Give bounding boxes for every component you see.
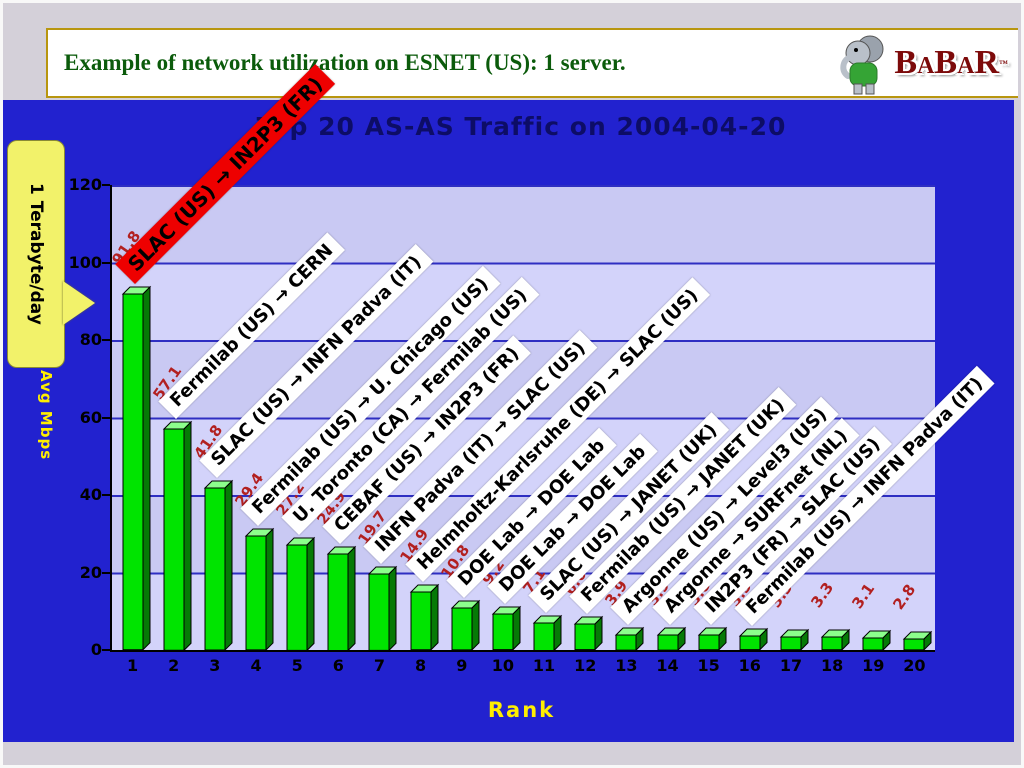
chart-title: Top 20 AS-AS Traffic on 2004-04-20: [256, 112, 787, 141]
y-tick-mark: [102, 184, 110, 186]
y-tick-label: 60: [79, 407, 102, 427]
y-tick-label: 20: [79, 562, 102, 582]
logo-letter: A: [917, 53, 935, 79]
y-tick-mark: [102, 339, 110, 341]
x-tick-label: 1: [126, 656, 139, 675]
x-tick-label: 16: [738, 656, 761, 675]
bar: [903, 630, 933, 652]
y-tick-mark: [102, 261, 110, 264]
terabyte-callout: 1 Terabyte/day: [7, 140, 95, 368]
y-tick-label: 120: [68, 175, 102, 194]
x-tick-label: 2: [168, 656, 180, 675]
bar: [697, 627, 727, 652]
y-tick-label: 80: [79, 330, 102, 349]
x-tick-label: 19: [862, 656, 885, 675]
bar: [862, 629, 892, 652]
trademark-symbol: ™: [999, 58, 1008, 69]
bar: [121, 286, 151, 652]
bar: [203, 479, 234, 652]
logo-letter: B: [894, 44, 918, 81]
y-tick-label: 0: [90, 640, 102, 659]
babar-logo: BABAR™: [836, 30, 1016, 96]
x-tick-label: 13: [615, 656, 638, 675]
bar: [162, 420, 192, 652]
callout-arrow-icon: [63, 281, 95, 325]
bar-value-label: 2.8: [889, 581, 920, 614]
x-tick-label: 9: [456, 656, 468, 675]
x-tick-label: 6: [332, 656, 344, 675]
babar-logo-text: BABAR™: [894, 46, 1008, 80]
bar: [615, 626, 645, 652]
x-tick-label: 12: [574, 656, 597, 675]
bar: [327, 545, 357, 652]
y-tick-mark: [102, 571, 110, 574]
logo-letter: A: [957, 53, 975, 79]
x-tick-label: 7: [373, 656, 386, 675]
chart-panel: Top 20 AS-AS Traffic on 2004-04-20 Avg M…: [3, 64, 1014, 742]
x-tick-label: 15: [697, 656, 720, 675]
x-tick-label: 18: [820, 656, 844, 675]
y-tick-mark: [102, 416, 110, 419]
bar-value-label: 3.1: [848, 579, 879, 612]
x-tick-label: 8: [415, 656, 427, 675]
babar-elephant-icon: [840, 35, 884, 95]
logo-letter: B: [934, 44, 958, 81]
bar: [656, 626, 686, 652]
y-tick-label: 40: [79, 485, 102, 504]
plot-area: 0 20 40 60 80 100 120 1 2 3 4 5 6 7 8 9 10 11 12 13 14 15 16 17…: [69, 64, 995, 675]
bar: [820, 629, 851, 652]
bar: [285, 536, 316, 652]
x-tick-label: 4: [250, 656, 262, 675]
x-tick-label: 3: [209, 656, 221, 675]
bar: [574, 616, 604, 652]
x-tick-label: 14: [656, 656, 679, 675]
callout-label: 1 Terabyte/day: [26, 183, 46, 325]
bar-link-label: Fermilab (US) → CERN: [158, 231, 345, 419]
bar: [450, 599, 480, 652]
logo-letter: R: [974, 44, 999, 81]
y-tick-label: 100: [68, 252, 102, 272]
x-tick-label: 17: [779, 656, 803, 675]
bar: [409, 584, 439, 652]
bar-value-label: 3.3: [807, 579, 838, 612]
x-axis-title: Rank: [487, 698, 556, 722]
slide-header: Example of network utilization on ESNET …: [46, 28, 1018, 98]
x-tick-label: 11: [532, 656, 556, 675]
y-tick-mark: [102, 649, 110, 651]
x-tick-label: 20: [903, 656, 926, 675]
x-tick-label: 10: [491, 656, 515, 675]
bar: [779, 629, 810, 652]
bar: [738, 628, 769, 652]
bar: [491, 606, 522, 652]
bar: [532, 614, 563, 652]
slide-title: Example of network utilization on ESNET …: [64, 50, 626, 75]
x-tick-label: 5: [291, 656, 303, 675]
y-axis-title: Avg Mbps: [37, 370, 55, 461]
y-tick-mark: [102, 494, 110, 496]
bar: [368, 565, 398, 652]
bar: [244, 527, 275, 652]
